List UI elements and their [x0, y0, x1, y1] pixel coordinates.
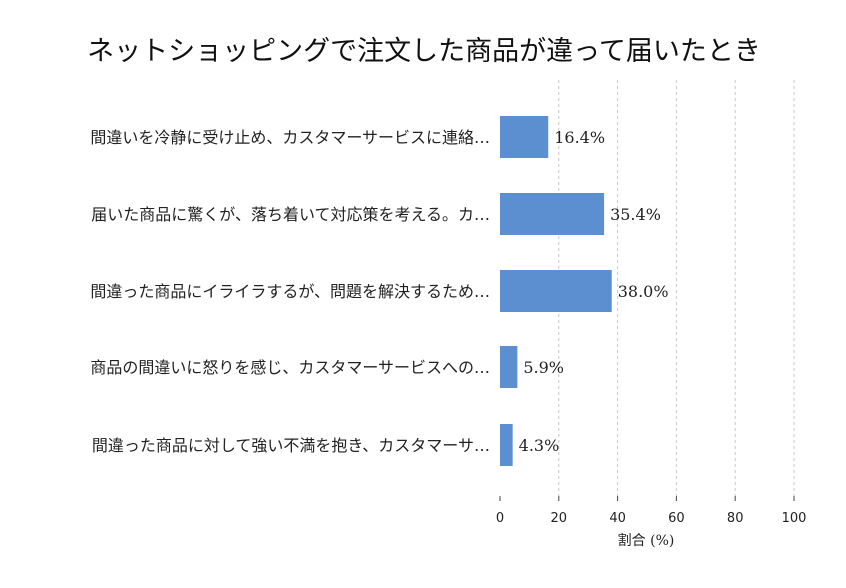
value-label-layer: 16.4% 35.4% 38.0% 5.9% 4.3%: [519, 128, 669, 455]
x-tick-label: 40: [609, 511, 626, 526]
bar: [500, 346, 518, 388]
x-tick-label: 100: [782, 511, 807, 526]
bar: [500, 116, 549, 158]
x-tick-label: 0: [496, 511, 504, 526]
category-label: 届いた商品に驚くが、落ち着いて対応策を考える。カ…: [91, 205, 490, 224]
bar-layer: [500, 116, 612, 466]
category-label: 間違った商品にイライラするが、問題を解決するため…: [90, 282, 490, 301]
value-label: 38.0%: [618, 282, 669, 301]
category-label: 間違った商品に対して強い不満を抱き、カスタマーサ…: [92, 436, 490, 455]
value-label: 5.9%: [523, 358, 564, 377]
x-tick-label: 60: [668, 511, 685, 526]
value-label: 16.4%: [554, 128, 605, 147]
category-label-layer: 間違いを冷静に受け止め、カスタマーサービスに連絡… 届いた商品に驚くが、落ち着いて…: [90, 128, 490, 455]
category-label: 商品の間違いに怒りを感じ、カスタマーサービスへの…: [90, 358, 490, 377]
x-tick-label: 80: [727, 511, 744, 526]
x-tick-label: 20: [551, 511, 568, 526]
value-label: 4.3%: [519, 436, 560, 455]
x-axis: 0 20 40 60 80 100: [496, 496, 807, 526]
value-label: 35.4%: [610, 205, 661, 224]
x-axis-label: 割合 (%): [618, 532, 675, 549]
bar: [500, 193, 605, 235]
chart-title: ネットショッピングで注文した商品が違って届いたとき: [87, 36, 761, 67]
bar: [500, 424, 513, 466]
bar: [500, 270, 612, 312]
category-label: 間違いを冷静に受け止め、カスタマーサービスに連絡…: [90, 128, 490, 147]
